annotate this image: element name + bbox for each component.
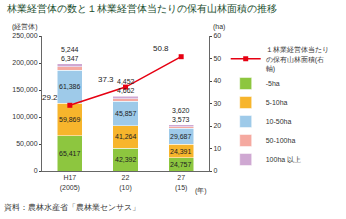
svg-text:45,857: 45,857 — [115, 110, 137, 117]
svg-text:50,000: 50,000 — [16, 140, 38, 147]
svg-text:100ha 以上: 100ha 以上 — [266, 156, 301, 163]
svg-text:0: 0 — [213, 167, 217, 174]
svg-text:27(15): 27(15) — [175, 174, 187, 191]
svg-text:資料：農林水産省「農林業センサス」: 資料：農林水産省「農林業センサス」 — [4, 203, 140, 212]
svg-text:3,620: 3,620 — [172, 107, 190, 114]
svg-text:H17(2005): H17(2005) — [60, 174, 80, 191]
svg-text:37.3: 37.3 — [98, 75, 114, 84]
svg-text:5,244: 5,244 — [61, 46, 79, 53]
svg-text:(年): (年) — [195, 187, 207, 195]
svg-text:29,687: 29,687 — [170, 133, 192, 140]
svg-text:29.2: 29.2 — [42, 93, 58, 102]
svg-text:10-50ha: 10-50ha — [266, 118, 292, 125]
svg-text:100,000: 100,000 — [12, 113, 37, 120]
svg-text:30: 30 — [213, 100, 221, 107]
svg-text:61,386: 61,386 — [59, 83, 81, 90]
svg-text:40: 40 — [213, 77, 221, 84]
svg-text:4,452: 4,452 — [117, 78, 135, 85]
svg-text:0: 0 — [34, 167, 38, 174]
svg-text:60: 60 — [213, 32, 221, 39]
svg-text:150,000: 150,000 — [12, 86, 37, 93]
svg-text:4,662: 4,662 — [117, 87, 135, 94]
svg-text:24,391: 24,391 — [170, 148, 192, 155]
svg-text:5-10ha: 5-10ha — [266, 99, 288, 106]
svg-text:10: 10 — [213, 145, 221, 152]
svg-text:59,869: 59,869 — [59, 116, 81, 123]
svg-text:42,392: 42,392 — [115, 156, 137, 163]
svg-text:(ha): (ha) — [213, 23, 225, 31]
svg-text:250,000: 250,000 — [12, 32, 37, 39]
svg-text:50-100ha: 50-100ha — [266, 137, 296, 144]
svg-text:林業経営体の数と１林業経営体当たりの保有山林面積の推移: 林業経営体の数と１林業経営体当たりの保有山林面積の推移 — [6, 3, 277, 14]
svg-text:41,264: 41,264 — [115, 133, 137, 140]
svg-text:１林業経営体当たりの保有山林面積(右軸): １林業経営体当たりの保有山林面積(右軸) — [266, 46, 329, 72]
svg-text:50: 50 — [213, 55, 221, 62]
svg-text:-5ha: -5ha — [266, 80, 280, 87]
svg-text:200,000: 200,000 — [12, 59, 37, 66]
svg-text:24,757: 24,757 — [170, 161, 192, 168]
svg-text:20: 20 — [213, 122, 221, 129]
svg-text:65,417: 65,417 — [59, 150, 81, 157]
svg-text:(経営体): (経営体) — [12, 23, 38, 31]
svg-text:3,573: 3,573 — [172, 116, 190, 123]
svg-text:6,347: 6,347 — [61, 55, 79, 62]
svg-text:50.8: 50.8 — [153, 44, 169, 53]
svg-text:22(10): 22(10) — [119, 174, 131, 191]
